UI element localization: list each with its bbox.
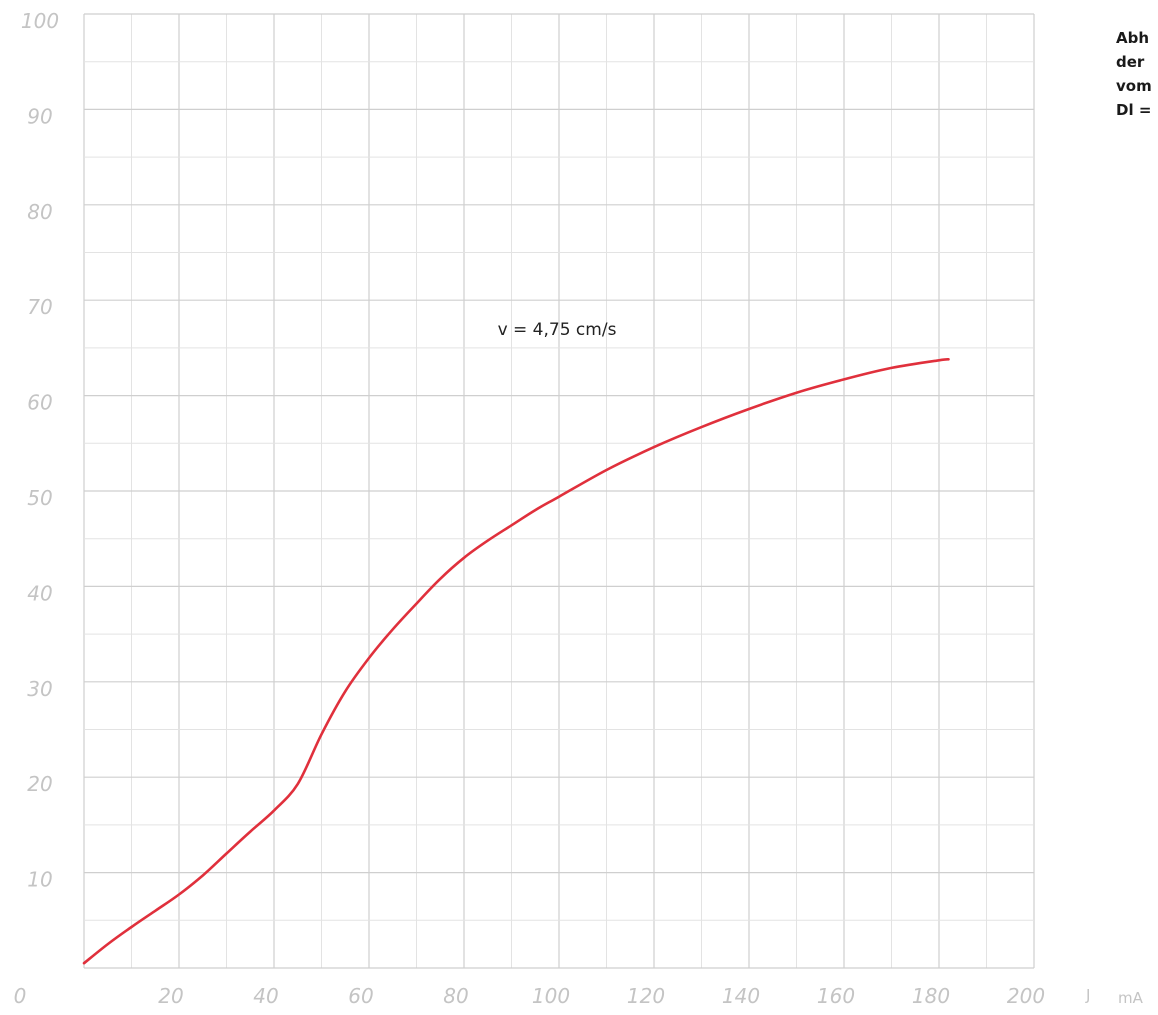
x-tick-label: 120 [627,984,665,1008]
caption-line: Dl = [1116,101,1152,119]
y-tick-label: 10 [27,868,52,892]
y-tick-label: 70 [27,295,52,319]
x-tick-label: 160 [817,984,855,1008]
y-tick-label: 30 [27,677,52,701]
y-tick-label: 20 [27,772,52,796]
y-tick-label: 40 [27,581,52,605]
y-tick-label: 50 [27,486,52,510]
x-tick-label: 100 [532,984,570,1008]
y-tick-label: 100 [21,9,59,33]
caption-line: Abh [1116,29,1150,47]
y-tick-label: 80 [27,200,52,224]
curve-annotation: v = 4,75 cm/s [498,320,617,340]
x-tick-label: 40 [253,984,278,1008]
x-tick-label: 0 [14,984,27,1008]
x-tick-label: 200 [1007,984,1045,1008]
caption-line: der [1116,53,1145,71]
caption-line: vom [1116,77,1152,95]
series-group [82,358,950,965]
x-tick-labels: 0 20 40 60 80 100 120 140 160 180 200 [14,984,1045,1008]
x-tick-label: 60 [348,984,373,1008]
x-tick-label: 80 [443,984,468,1008]
x-tick-label: 20 [158,984,183,1008]
series-line [82,358,950,965]
x-axis-unit: mA [1118,989,1144,1007]
y-tick-labels: 10 20 30 40 50 60 70 80 90 100 [21,9,59,892]
y-tick-label: 90 [27,104,52,128]
x-tick-label: 180 [912,984,950,1008]
x-tick-label: 140 [722,984,760,1008]
x-axis-label: J [1085,986,1090,1004]
grid [83,13,1035,969]
y-tick-label: 60 [27,391,52,415]
figure-caption: Abh der vom Dl = [1116,26,1158,122]
